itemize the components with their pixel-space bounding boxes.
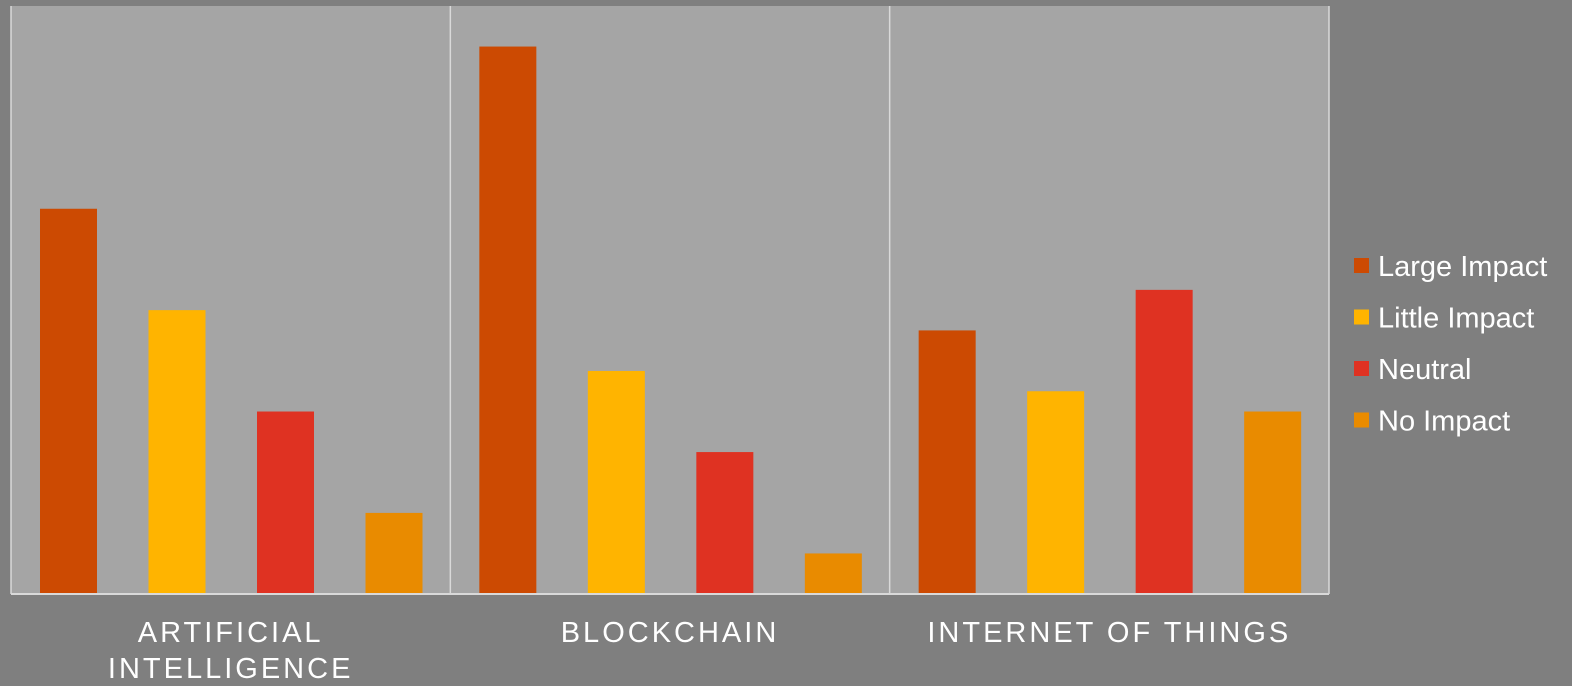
legend-swatch bbox=[1354, 258, 1369, 273]
bar-no-impact bbox=[1244, 411, 1302, 594]
legend-label: No Impact bbox=[1378, 406, 1510, 438]
legend-label: Large Impact bbox=[1378, 251, 1547, 283]
bar-no-impact bbox=[804, 553, 862, 594]
bar-little-impact bbox=[1027, 391, 1085, 594]
bars-group bbox=[40, 46, 1302, 595]
category-label: INTERNET OF THINGS bbox=[927, 617, 1291, 649]
category-label: INTELLIGENCE bbox=[108, 653, 354, 685]
category-dividers bbox=[10, 6, 1330, 594]
bar-neutral bbox=[257, 411, 314, 594]
category-label: ARTIFICIAL bbox=[138, 617, 324, 649]
legend-swatch bbox=[1354, 361, 1369, 376]
bar-little-impact bbox=[148, 310, 206, 594]
bar-no-impact bbox=[365, 512, 423, 594]
bar-little-impact bbox=[587, 370, 645, 594]
bar-neutral bbox=[696, 452, 754, 594]
bar-large-impact bbox=[918, 330, 976, 594]
bar-large-impact bbox=[479, 46, 537, 595]
category-labels: ARTIFICIAL INTELLIGENCE BLOCKCHAIN INTERNET… bbox=[108, 617, 1291, 685]
legend-label: Little Impact bbox=[1378, 303, 1534, 335]
plot-area bbox=[11, 6, 1329, 594]
legend-label: Neutral bbox=[1378, 354, 1472, 386]
legend: Large Impact Little Impact Neutral No Impac… bbox=[1354, 251, 1547, 438]
bar-neutral bbox=[1135, 289, 1193, 594]
legend-swatch bbox=[1354, 412, 1369, 428]
category-label: BLOCKCHAIN bbox=[561, 617, 780, 649]
bar-large-impact bbox=[40, 208, 97, 595]
legend-swatch bbox=[1354, 309, 1369, 325]
